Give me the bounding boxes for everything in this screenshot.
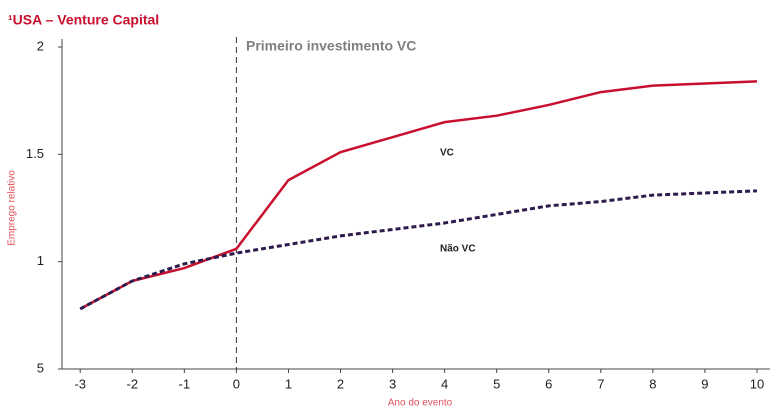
y-axis-label: Emprego relativo [7,170,18,246]
x-axis-label: Ano do evento [388,398,453,409]
x-tick-label: -1 [179,376,191,391]
series-line [79,80,758,310]
x-tick-label: 7 [597,376,604,391]
x-tick-label: 1 [285,376,292,391]
x-tick-label: 4 [441,376,448,391]
x-tick-label: 10 [750,376,764,391]
series-label: VC [440,148,454,159]
x-tick-label: 8 [649,376,656,391]
y-tick-label: 1 [37,253,44,268]
x-tick-label: 5 [493,376,500,391]
x-tick-label: 9 [701,376,708,391]
chart-title: ¹USA – Venture Capital [8,12,159,28]
y-tick-label: 1.5 [26,146,44,161]
x-tick-label: 2 [337,376,344,391]
x-tick-label: 3 [389,376,396,391]
series-label: Não VC [440,244,476,255]
annotation: Primeiro investimento VC [246,38,416,54]
x-tick-label: 0 [233,376,240,391]
x-tick-label: 6 [545,376,552,391]
x-tick-label: -3 [74,376,86,391]
series-line [79,189,758,311]
x-tick-label: -2 [126,376,138,391]
y-tick-label: 2 [37,38,44,53]
y-tick-label: 5 [37,360,44,375]
